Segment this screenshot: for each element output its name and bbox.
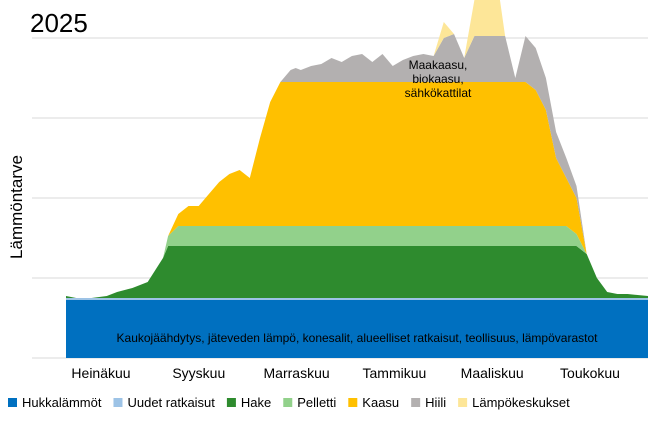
legend-item-kaasu: Kaasu — [348, 395, 399, 410]
legend-item-hake: Hake — [226, 395, 271, 410]
x-tick-label: Maaliskuu — [461, 365, 524, 381]
area-kaasu — [66, 82, 648, 298]
legend-label: Hukkalämmöt — [22, 395, 102, 410]
legend-label: Uudet ratkaisut — [127, 395, 215, 410]
legend-swatch — [411, 398, 421, 407]
legend-swatch — [8, 398, 17, 407]
legend-swatch — [458, 398, 468, 407]
legend-label: Hake — [241, 395, 271, 410]
area-hukkalammot — [66, 300, 648, 358]
y-axis-label: Lämmöntarve — [7, 155, 26, 259]
x-tick-label: Marraskuu — [264, 365, 330, 381]
legend-label: Kaasu — [362, 395, 399, 410]
chart-title: 2025 — [30, 8, 88, 38]
legend-item-hukkalammot: Hukkalämmöt — [8, 395, 102, 410]
legend-item-lampokeskukset: Lämpökeskukset — [458, 395, 570, 410]
area-pelletti — [66, 226, 648, 298]
legend-item-pelletti: Pelletti — [283, 395, 336, 410]
legend-label: Lämpökeskukset — [472, 395, 570, 410]
legend-swatch — [226, 398, 236, 407]
peak-annotation: Maakaasu, biokaasu, sähkökattilat — [405, 58, 472, 100]
legend-item-uudet-ratkaisut: Uudet ratkaisut — [113, 395, 215, 410]
stacked-areas — [66, 0, 648, 358]
legend: Hukkalämmöt Uudet ratkaisut Hake Pelletti Ka… — [8, 395, 570, 410]
area-hake — [66, 246, 648, 298]
area-labels: Kaukojäähdytys, jäteveden lämpö, konesal… — [117, 58, 599, 345]
legend-swatch — [113, 398, 123, 407]
x-tick-label: Syyskuu — [172, 365, 225, 381]
x-tick-label: Tammikuu — [363, 365, 427, 381]
legend-item-hiili: Hiili — [411, 395, 446, 410]
area-uudet-ratkaisut — [66, 298, 648, 300]
legend-label: Hiili — [425, 395, 446, 410]
legend-swatch — [348, 398, 358, 407]
x-tick-label: Toukokuu — [560, 365, 620, 381]
baseline-label: Kaukojäähdytys, jäteveden lämpö, konesal… — [117, 331, 599, 345]
x-axis-ticks: Heinäkuu Syyskuu Marraskuu Tammikuu Maalisku… — [71, 365, 620, 381]
legend-label: Pelletti — [297, 395, 336, 410]
legend-swatch — [283, 398, 293, 407]
x-tick-label: Heinäkuu — [71, 365, 130, 381]
